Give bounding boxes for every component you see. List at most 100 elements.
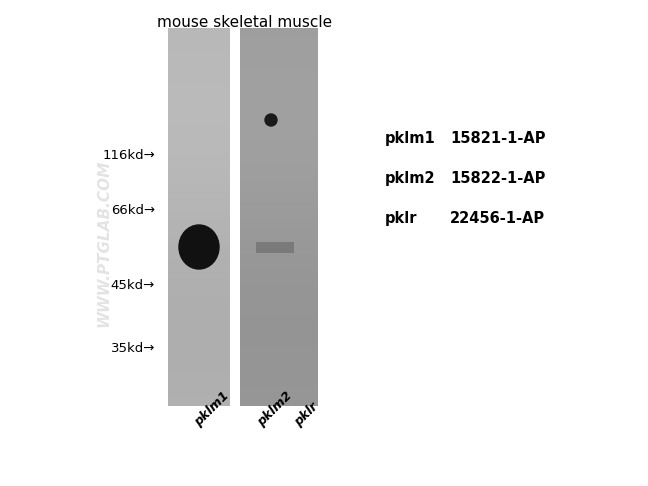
- Bar: [168, 339, 230, 344]
- Bar: [240, 184, 318, 189]
- Bar: [240, 377, 318, 382]
- Bar: [240, 235, 318, 241]
- Bar: [168, 268, 230, 274]
- Bar: [240, 137, 318, 141]
- Text: 66kd→: 66kd→: [111, 204, 155, 216]
- Bar: [240, 141, 318, 146]
- Bar: [168, 292, 230, 297]
- Bar: [240, 89, 318, 94]
- Bar: [240, 348, 318, 354]
- Bar: [168, 127, 230, 132]
- Bar: [168, 296, 230, 302]
- Text: mouse skeletal muscle: mouse skeletal muscle: [157, 15, 332, 30]
- Bar: [168, 122, 230, 127]
- Bar: [240, 254, 318, 260]
- Bar: [168, 396, 230, 401]
- Bar: [240, 268, 318, 274]
- Bar: [168, 207, 230, 212]
- Bar: [168, 263, 230, 269]
- Bar: [240, 353, 318, 358]
- Bar: [168, 226, 230, 231]
- Bar: [168, 235, 230, 241]
- Bar: [240, 170, 318, 174]
- Bar: [168, 330, 230, 335]
- Bar: [168, 306, 230, 311]
- Bar: [240, 339, 318, 344]
- Text: 45kd→: 45kd→: [111, 278, 155, 292]
- Bar: [240, 56, 318, 62]
- Bar: [168, 367, 230, 372]
- Bar: [168, 28, 230, 33]
- Bar: [240, 99, 318, 104]
- Bar: [240, 207, 318, 212]
- Text: 35kd→: 35kd→: [111, 342, 155, 354]
- Bar: [240, 122, 318, 127]
- Bar: [168, 198, 230, 203]
- Bar: [240, 179, 318, 184]
- Text: pklm1: pklm1: [192, 389, 232, 429]
- Bar: [168, 99, 230, 104]
- Bar: [240, 52, 318, 57]
- Bar: [168, 231, 230, 236]
- Bar: [168, 52, 230, 57]
- Text: 15822-1-AP: 15822-1-AP: [450, 171, 546, 186]
- Bar: [168, 400, 230, 405]
- Bar: [240, 311, 318, 316]
- Text: 116kd→: 116kd→: [102, 149, 155, 161]
- Bar: [240, 292, 318, 297]
- Bar: [168, 249, 230, 255]
- Ellipse shape: [265, 114, 277, 126]
- Bar: [168, 132, 230, 137]
- Bar: [168, 245, 230, 250]
- Bar: [240, 358, 318, 363]
- Bar: [240, 245, 318, 250]
- Bar: [168, 221, 230, 226]
- Text: 15821-1-AP: 15821-1-AP: [450, 131, 546, 145]
- Bar: [240, 240, 318, 245]
- Bar: [240, 344, 318, 349]
- Bar: [168, 386, 230, 391]
- Bar: [240, 382, 318, 387]
- Bar: [168, 70, 230, 76]
- Bar: [240, 151, 318, 156]
- Bar: [168, 155, 230, 160]
- Bar: [240, 165, 318, 170]
- Bar: [168, 28, 230, 405]
- Bar: [168, 344, 230, 349]
- Text: pklm2: pklm2: [385, 171, 435, 186]
- Bar: [168, 113, 230, 118]
- Bar: [168, 273, 230, 278]
- Bar: [240, 263, 318, 269]
- Bar: [240, 320, 318, 326]
- Bar: [168, 301, 230, 307]
- Bar: [168, 47, 230, 52]
- Bar: [168, 287, 230, 293]
- Bar: [240, 113, 318, 118]
- Bar: [240, 330, 318, 335]
- Bar: [168, 170, 230, 174]
- Bar: [168, 259, 230, 264]
- Bar: [240, 231, 318, 236]
- Bar: [240, 400, 318, 405]
- Bar: [240, 396, 318, 401]
- Bar: [168, 174, 230, 179]
- Bar: [168, 212, 230, 217]
- Bar: [240, 28, 318, 405]
- Bar: [240, 287, 318, 293]
- Bar: [240, 188, 318, 193]
- Bar: [240, 146, 318, 151]
- Bar: [168, 42, 230, 47]
- Bar: [168, 311, 230, 316]
- Bar: [240, 127, 318, 132]
- Bar: [240, 367, 318, 372]
- Bar: [240, 66, 318, 71]
- Bar: [240, 47, 318, 52]
- Bar: [168, 372, 230, 377]
- Bar: [240, 80, 318, 85]
- Bar: [240, 198, 318, 203]
- Bar: [240, 202, 318, 208]
- Bar: [168, 184, 230, 189]
- Bar: [240, 160, 318, 165]
- Bar: [168, 141, 230, 146]
- Bar: [256, 242, 294, 253]
